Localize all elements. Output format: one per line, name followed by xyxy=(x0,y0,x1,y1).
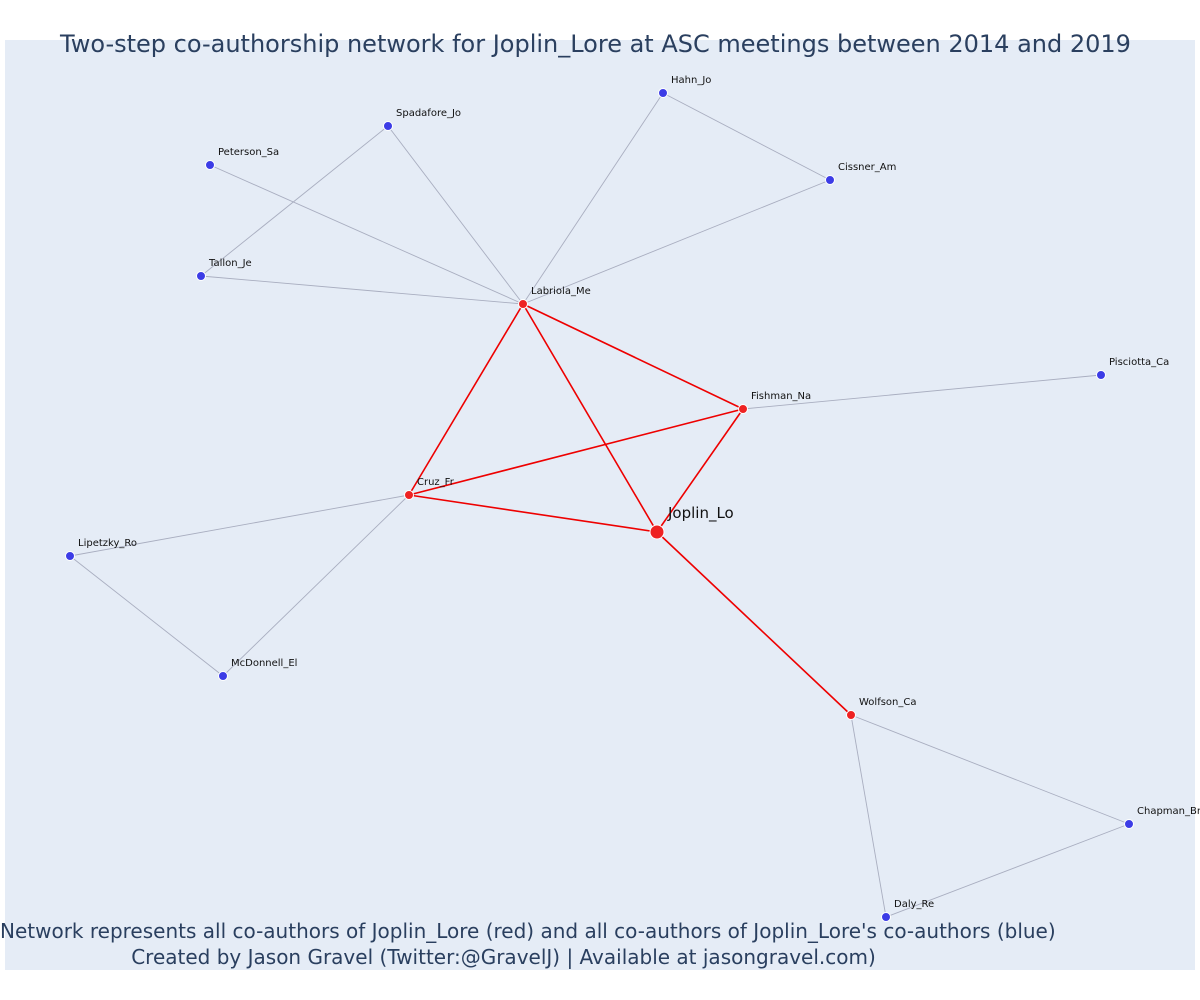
node-peterson-sa[interactable] xyxy=(205,160,215,170)
edge-labriola-me-hahn-jo xyxy=(522,92,664,305)
edge-cruz-fr-fishman-na xyxy=(408,408,744,496)
node-labriola-me[interactable] xyxy=(518,299,528,309)
edge-joplin-lo-fishman-na xyxy=(656,408,744,533)
node-label-peterson-sa: Peterson_Sa xyxy=(218,147,279,158)
edge-joplin-lo-wolfson-ca xyxy=(656,531,852,716)
node-label-labriola-me: Labriola_Me xyxy=(531,286,591,297)
plot-area xyxy=(5,40,1195,970)
edge-labriola-me-tallon-je xyxy=(200,275,524,305)
node-label-tallon-je: Tallon_Je xyxy=(208,258,252,269)
node-label-fishman-na: Fishman_Na xyxy=(751,391,811,402)
edge-lipetzky-ro-mcdonnell-el xyxy=(69,555,224,677)
edge-cruz-fr-lipetzky-ro xyxy=(69,494,410,557)
node-cissner-am[interactable] xyxy=(825,175,835,185)
node-label-joplin-lo: Joplin_Lo xyxy=(667,504,734,523)
edge-hahn-jo-cissner-am xyxy=(662,92,831,181)
node-tallon-je[interactable] xyxy=(196,271,206,281)
edge-labriola-me-cissner-am xyxy=(522,179,831,305)
caption-line-2: Created by Jason Gravel (Twitter:@Gravel… xyxy=(131,945,876,969)
chart-title: Two-step co-authorship network for Jopli… xyxy=(60,30,1131,58)
node-fishman-na[interactable] xyxy=(738,404,748,414)
node-lipetzky-ro[interactable] xyxy=(65,551,75,561)
node-label-pisciotta-ca: Pisciotta_Ca xyxy=(1109,357,1169,368)
edge-wolfson-ca-chapman-br xyxy=(850,714,1130,825)
edge-labriola-me-cruz-fr xyxy=(408,303,524,496)
edge-chapman-br-daly-re xyxy=(885,823,1130,918)
node-label-lipetzky-ro: Lipetzky_Ro xyxy=(78,538,137,549)
node-chapman-br[interactable] xyxy=(1124,819,1134,829)
node-pisciotta-ca[interactable] xyxy=(1096,370,1106,380)
node-hahn-jo[interactable] xyxy=(658,88,668,98)
label-layer: Joplin_Lo Labriola_Me Fishman_Na Cruz_Fr Wol… xyxy=(78,75,1200,910)
edge-layer xyxy=(69,92,1130,918)
edge-wolfson-ca-daly-re xyxy=(850,714,887,918)
caption-line-1: Network represents all co-authors of Jop… xyxy=(0,919,1056,943)
node-label-daly-re: Daly_Re xyxy=(894,899,934,910)
node-spadafore-jo[interactable] xyxy=(383,121,393,131)
node-cruz-fr[interactable] xyxy=(404,490,414,500)
node-label-chapman-br: Chapman_Br xyxy=(1137,806,1200,817)
node-label-cruz-fr: Cruz_Fr xyxy=(417,477,455,488)
node-label-spadafore-jo: Spadafore_Jo xyxy=(396,108,461,119)
node-joplin-lo[interactable] xyxy=(649,524,665,540)
edge-joplin-lo-labriola-me xyxy=(522,303,658,533)
edge-fishman-na-pisciotta-ca xyxy=(742,374,1102,410)
edge-labriola-me-fishman-na xyxy=(522,303,744,410)
node-layer xyxy=(65,88,1134,922)
node-daly-re[interactable] xyxy=(881,912,891,922)
edge-cruz-fr-mcdonnell-el xyxy=(222,494,410,677)
edge-joplin-lo-cruz-fr xyxy=(408,494,658,533)
node-label-mcdonnell-el: McDonnell_El xyxy=(231,658,297,669)
node-label-wolfson-ca: Wolfson_Ca xyxy=(859,697,917,708)
node-wolfson-ca[interactable] xyxy=(846,710,856,720)
node-label-hahn-jo: Hahn_Jo xyxy=(671,75,711,86)
edge-labriola-me-spadafore-jo xyxy=(387,125,524,305)
edge-spadafore-jo-tallon-je xyxy=(200,125,389,277)
node-mcdonnell-el[interactable] xyxy=(218,671,228,681)
node-label-cissner-am: Cissner_Am xyxy=(838,162,896,173)
edge-labriola-me-peterson-sa xyxy=(209,164,524,305)
